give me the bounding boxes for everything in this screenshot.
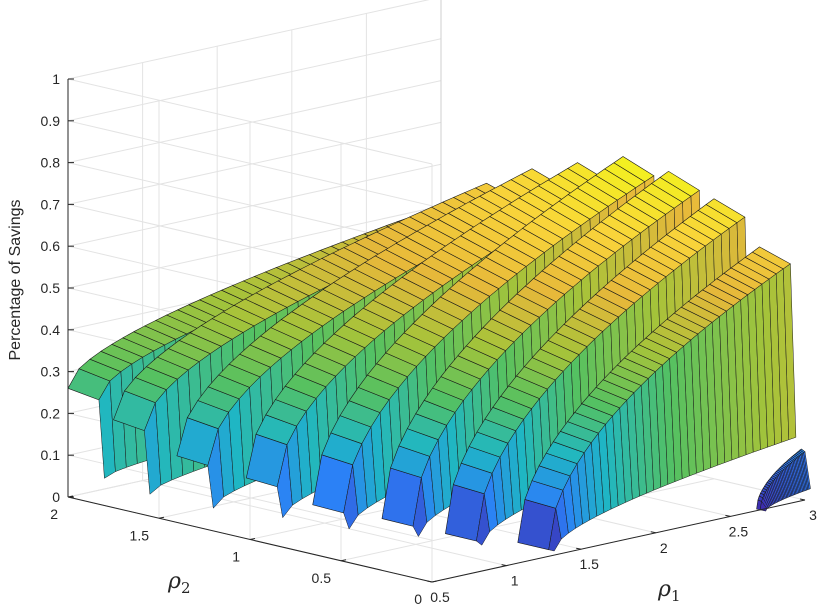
- x-axis-label-subscript: 1: [671, 587, 681, 605]
- x-axis-line: [431, 499, 806, 583]
- x-tick-label: 2: [660, 540, 668, 556]
- y-axis-label: ρ2: [167, 569, 190, 597]
- z-tick-label: 0.4: [41, 322, 61, 338]
- surface-facet: [783, 263, 797, 441]
- y-tick-label: 0: [414, 591, 422, 606]
- x-tick: [426, 580, 433, 583]
- y-tick: [249, 538, 256, 540]
- z-tick-label: 0.2: [41, 405, 61, 421]
- z-gridline: [67, 0, 433, 165]
- y-tick: [340, 559, 347, 562]
- x-tick: [725, 514, 731, 517]
- x-tick-label: 0.5: [430, 589, 450, 605]
- z-tick-label: 0.3: [41, 364, 61, 380]
- z-tick-label: 0: [52, 489, 60, 505]
- x-tick: [650, 531, 656, 534]
- z-tick-label: 1: [52, 71, 60, 87]
- z-tick-label: 0.1: [41, 447, 61, 463]
- x-tick-label: 2.5: [729, 523, 749, 539]
- x-tick: [799, 498, 806, 501]
- surface-layer: [67, 156, 811, 552]
- y-axis-label-subscript: 2: [181, 579, 191, 597]
- z-axis-label: Percentage of Savings: [7, 200, 24, 361]
- surface-facet: [803, 451, 811, 490]
- x-tick-label: 1: [511, 573, 519, 589]
- y-tick: [158, 516, 165, 519]
- x-tick-label: 1.5: [579, 556, 599, 572]
- y-axis-label-symbol: ρ: [167, 569, 181, 594]
- z-tick-label: 0.6: [41, 238, 61, 254]
- y-tick-label: 1.5: [130, 527, 150, 543]
- x-axis-label-symbol: ρ: [657, 577, 671, 602]
- y-tick: [431, 580, 438, 583]
- y-tick-label: 0.5: [312, 570, 332, 586]
- surface-ridge: [756, 448, 811, 512]
- y-tick-label: 1: [232, 549, 240, 565]
- z-tick-label: 0.8: [41, 155, 61, 171]
- z-tick-label: 0.9: [41, 113, 61, 129]
- ticks-layer: 0.511.522.5300.511.5200.10.20.30.40.50.6…: [41, 71, 818, 606]
- x-tick: [501, 564, 507, 567]
- surface-ridge: [517, 246, 797, 552]
- z-tick-label: 0.5: [41, 280, 61, 296]
- x-tick: [576, 547, 582, 550]
- x-axis-label: ρ1: [657, 577, 680, 605]
- x-tick-label: 3: [809, 507, 817, 523]
- y-tick-label: 2: [50, 506, 58, 522]
- z-tick-label: 0.7: [41, 196, 61, 212]
